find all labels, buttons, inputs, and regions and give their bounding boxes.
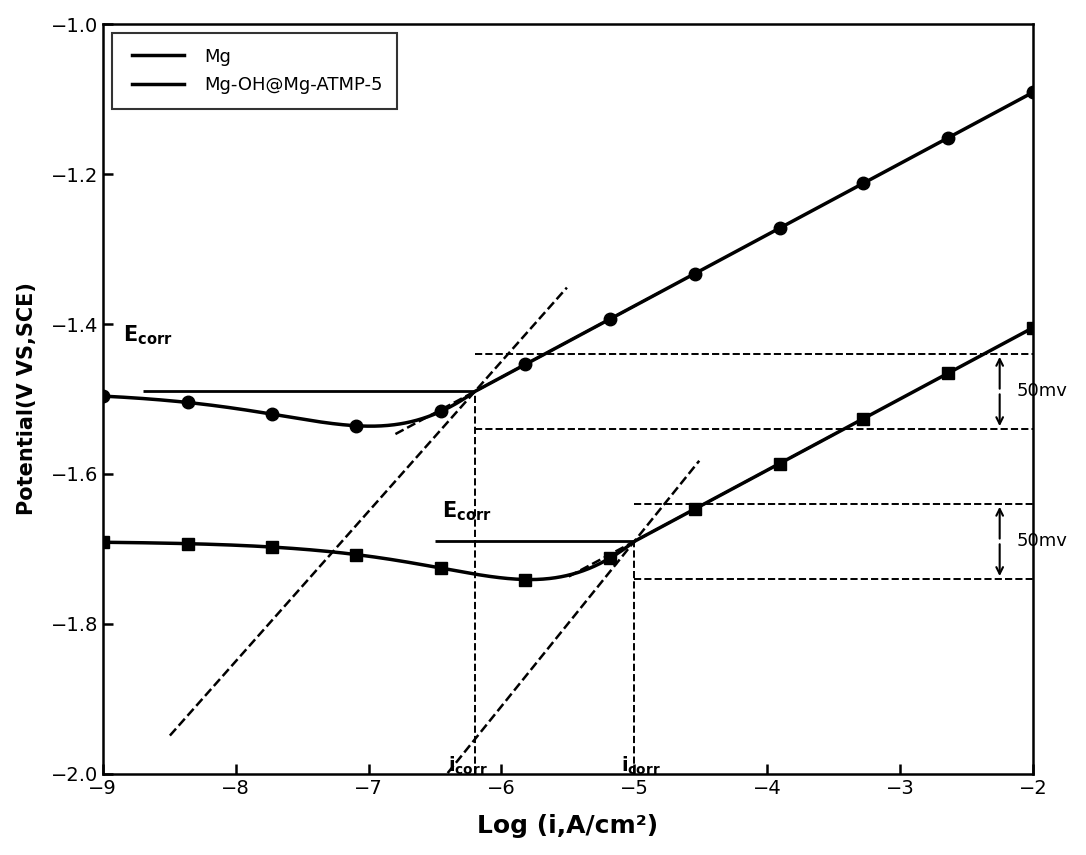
Mg [523,575,536,585]
Text: $\mathbf{i_{corr}}$: $\mathbf{i_{corr}}$ [621,755,660,777]
Mg [839,423,853,433]
Mg-OH@Mg-ATMP-5 [191,398,204,409]
Mg-OH@Mg-ATMP-5 [97,391,110,401]
Mg-OH@Mg-ATMP-5 [736,243,749,253]
Mg [472,569,485,580]
X-axis label: Log (i,A/cm²): Log (i,A/cm²) [477,814,658,839]
Mg-OH@Mg-ATMP-5 [839,187,853,198]
Mg [1026,322,1039,333]
Text: 50mv: 50mv [1016,533,1068,551]
Mg-OH@Mg-ATMP-5 [473,384,487,394]
Mg-OH@Mg-ATMP-5 [1026,87,1039,97]
Text: 50mv: 50mv [1016,382,1068,400]
Mg-OH@Mg-ATMP-5 [364,421,377,431]
Text: $\mathbf{i_{corr}}$: $\mathbf{i_{corr}}$ [449,755,488,777]
Mg-OH@Mg-ATMP-5 [507,366,520,376]
Line: Mg: Mg [103,327,1033,580]
Mg [506,574,519,584]
Mg [736,478,749,488]
Text: $\mathbf{E_{corr}}$: $\mathbf{E_{corr}}$ [442,499,491,522]
Mg [191,539,204,549]
Legend: Mg, Mg-OH@Mg-ATMP-5: Mg, Mg-OH@Mg-ATMP-5 [112,33,396,109]
Mg [822,432,835,442]
Mg [97,537,110,547]
Line: Mg-OH@Mg-ATMP-5: Mg-OH@Mg-ATMP-5 [103,92,1033,426]
Text: $\mathbf{E_{corr}}$: $\mathbf{E_{corr}}$ [123,323,173,346]
Y-axis label: Potential(V VS,SCE): Potential(V VS,SCE) [16,282,37,516]
Mg-OH@Mg-ATMP-5 [822,197,835,207]
